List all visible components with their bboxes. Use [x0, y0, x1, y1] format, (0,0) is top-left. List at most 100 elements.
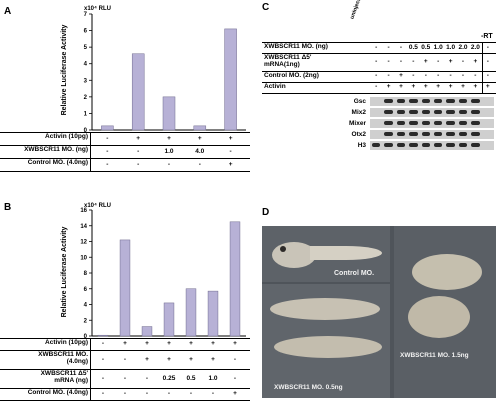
table-cell: -: [437, 57, 440, 65]
panel-b-y-tick-label: 10: [80, 255, 87, 261]
panel-b-bar: [229, 221, 241, 337]
table-cell: -: [399, 57, 403, 65]
panel-a-y-tick-label: 4: [84, 62, 88, 68]
table-divider: [0, 369, 250, 371]
row-sublabel: (4.0ng): [66, 358, 88, 365]
table-cell: -: [375, 57, 378, 65]
panel-a-unit-label: x10⁴ RLU: [84, 6, 111, 12]
table-cell: +: [448, 83, 453, 91]
table-cell: -: [412, 57, 415, 65]
table-cell: +: [399, 83, 403, 91]
row-label: Control MO. (2ng): [264, 71, 319, 79]
gel-gene-label: H3: [357, 142, 366, 149]
panel-b-y-axis: 0 2 4 6 8 10 12 14 16: [80, 208, 246, 338]
table-cell: +: [145, 355, 149, 363]
table-cell: +: [423, 83, 428, 91]
panel-b-y-tick-label: 4: [84, 303, 88, 309]
tadpole-eye: [280, 246, 286, 252]
gel-band: [396, 99, 406, 103]
panel-a-y-axis-label: Relative Luciferase Activity: [61, 25, 68, 116]
embryo-curled-lower: [408, 296, 470, 338]
table-cell: -: [387, 72, 390, 80]
table-cell: +: [228, 160, 233, 168]
embryo-lower: [274, 336, 382, 358]
panel-c-rtpcr-gel: Gsc Mix2 Mixer Otx2 H3: [262, 97, 496, 153]
table-divider: [262, 81, 496, 83]
table-vertical-divider: [90, 132, 91, 171]
panel-b-y-tick-label: 8: [84, 271, 88, 277]
gel-band: [421, 110, 430, 114]
table-cell: +: [123, 340, 127, 347]
table-cell: -: [461, 72, 465, 80]
table-cell: -: [375, 83, 378, 91]
gel-band: [396, 143, 406, 147]
panel-a-condition-table: Activin (10pg) - + + + + XWBSCR11 MO. (ng) - - 1.…: [0, 132, 250, 174]
table-cell: -: [106, 147, 109, 155]
gel-band: [434, 143, 443, 147]
panel-b-bar: [163, 302, 175, 337]
panel-b-y-axis-label: Relative Luciferase Activity: [61, 227, 68, 318]
table-cell: -: [101, 355, 105, 363]
panel-d-letter: D: [262, 207, 270, 218]
panel-a-bar-chart: x10⁴ RLU Relative Luciferase Activity 0 1…: [61, 6, 246, 132]
panel-a-bar: [224, 28, 237, 131]
table-cell: -: [233, 374, 237, 382]
table-cell: -: [145, 374, 149, 382]
table-cell: -: [123, 390, 127, 398]
table-cell: +: [167, 340, 171, 347]
table-row: XWBSCR11 Δ5' mRNA (ng) - - - 0.25 0.5 1.0 -: [0, 369, 250, 388]
gel-band: [471, 99, 480, 103]
gel-band: [446, 99, 455, 103]
gel-band: [421, 99, 430, 103]
gel-lane-row: [370, 108, 494, 117]
table-cell: -: [137, 147, 140, 155]
table-row: Activin - + + + + + + + + +: [262, 82, 496, 93]
table-cell: -: [211, 390, 215, 398]
row-label: Control MO. (4.0ng): [27, 389, 88, 397]
gel-band: [446, 132, 455, 136]
gel-gene-label: Otx2: [351, 131, 366, 138]
panel-b-bar: [207, 290, 219, 337]
gel-band: [446, 121, 455, 125]
table-row: Control MO. (2ng) - - + - - - - - - -: [262, 71, 496, 82]
panel-b-y-tick-label: 6: [84, 287, 88, 293]
row-label: Control MO. (4.0ng): [27, 159, 88, 166]
table-cell: 0.5: [421, 43, 431, 51]
embryo-image-mo-15: XWBSCR11 MO. 1.5ng: [394, 226, 496, 398]
panel-b-bar: [141, 326, 153, 337]
table-divider: [262, 53, 496, 54]
label-xwbscr11-mo-15: XWBSCR11 MO. 1.5ng: [400, 352, 469, 359]
table-cell: 4.0: [195, 147, 205, 155]
table-divider: [262, 92, 496, 94]
gel-band: [384, 99, 393, 103]
gel-band: [409, 121, 418, 125]
gel-band: [421, 121, 430, 125]
table-divider: [0, 400, 250, 402]
table-row: Activin (10pg) - + + + +: [0, 132, 250, 145]
table-row: XWBSCR11 Δ5' mRNA(1ng) - - - - + - + - + -: [262, 53, 496, 71]
table-cell: -: [461, 57, 465, 65]
table-cell: +: [197, 134, 202, 142]
panel-b-letter: B: [4, 202, 12, 213]
table-cell: +: [167, 134, 171, 142]
gel-band: [434, 121, 443, 125]
tadpole-tail: [310, 246, 382, 260]
table-cell: -: [101, 374, 105, 382]
table-cell: +: [189, 355, 193, 363]
gel-band: [384, 143, 393, 147]
panel-b-bar: [119, 239, 131, 337]
gel-band: [458, 143, 468, 147]
panel-d-embryo-photo: Control MO. XWBSCR11 MO. 0.5ng XWBSCR11 …: [262, 226, 496, 398]
gel-band: [409, 99, 418, 103]
table-cell: -: [106, 160, 109, 168]
table-row: Activin (10pg) - + + + + + +: [0, 338, 250, 350]
table-cell: -: [437, 72, 440, 80]
gel-band: [446, 110, 455, 114]
gel-lane-row: [370, 97, 494, 106]
table-cell: +: [423, 57, 428, 65]
panel-b-bar-chart: x10⁴ RLU Relative Luciferase Activity 0 2…: [61, 203, 246, 338]
panel-b-y-tick-label: 0: [84, 334, 88, 338]
gel-lane-row: [370, 130, 494, 139]
table-cell: 2.0: [470, 43, 480, 51]
embryo-image-control: Control MO.: [262, 226, 390, 282]
